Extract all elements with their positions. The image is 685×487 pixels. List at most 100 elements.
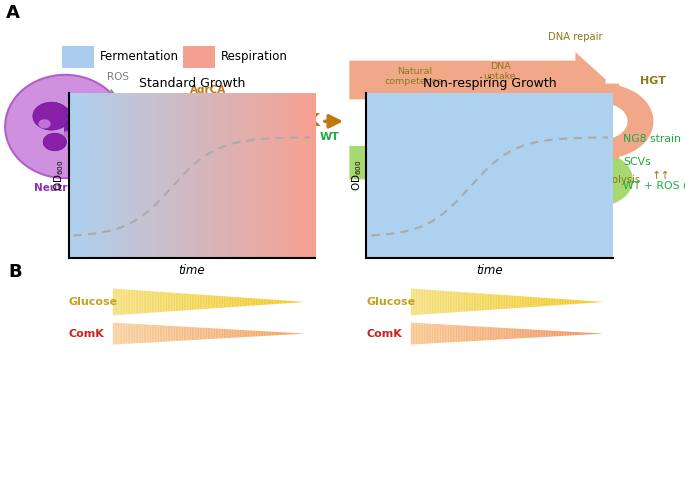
- Polygon shape: [177, 293, 179, 311]
- Polygon shape: [512, 296, 514, 308]
- Polygon shape: [412, 323, 414, 344]
- Polygon shape: [158, 292, 160, 312]
- Polygon shape: [479, 293, 482, 311]
- Polygon shape: [221, 296, 222, 308]
- Polygon shape: [467, 326, 469, 341]
- Polygon shape: [184, 294, 185, 310]
- Polygon shape: [228, 297, 230, 307]
- Polygon shape: [482, 327, 483, 340]
- Polygon shape: [557, 299, 558, 305]
- Polygon shape: [568, 300, 569, 304]
- Text: Glucose
uptake: Glucose uptake: [481, 160, 519, 179]
- Polygon shape: [436, 290, 438, 314]
- Polygon shape: [124, 323, 126, 344]
- Polygon shape: [206, 328, 208, 339]
- Polygon shape: [230, 329, 232, 338]
- Text: ↑↑: ↑↑: [652, 170, 671, 181]
- Polygon shape: [256, 299, 257, 305]
- Polygon shape: [269, 300, 270, 304]
- Polygon shape: [526, 329, 528, 338]
- Polygon shape: [446, 325, 448, 342]
- Polygon shape: [597, 153, 633, 206]
- Polygon shape: [166, 292, 167, 312]
- Polygon shape: [496, 295, 497, 309]
- Polygon shape: [550, 331, 552, 337]
- Polygon shape: [185, 294, 186, 310]
- Text: Natural
competence: Natural competence: [385, 67, 444, 86]
- Polygon shape: [504, 295, 506, 309]
- Polygon shape: [441, 324, 443, 343]
- Polygon shape: [479, 327, 482, 340]
- Polygon shape: [486, 327, 488, 340]
- Text: WT + ROS (H₂O₂): WT + ROS (H₂O₂): [623, 180, 685, 190]
- Text: SCVs: SCVs: [623, 157, 651, 167]
- Polygon shape: [158, 325, 160, 342]
- Polygon shape: [582, 333, 584, 335]
- Polygon shape: [563, 299, 564, 305]
- Polygon shape: [543, 298, 544, 306]
- Polygon shape: [147, 291, 148, 313]
- Polygon shape: [581, 332, 582, 335]
- Polygon shape: [584, 300, 586, 303]
- Polygon shape: [119, 323, 121, 344]
- Polygon shape: [454, 325, 456, 342]
- Polygon shape: [147, 324, 148, 343]
- Polygon shape: [560, 331, 562, 336]
- Polygon shape: [289, 333, 291, 335]
- Text: DNA
uptake: DNA uptake: [484, 61, 516, 81]
- Polygon shape: [299, 301, 301, 302]
- Polygon shape: [550, 298, 552, 306]
- Polygon shape: [127, 290, 129, 314]
- Polygon shape: [599, 301, 600, 302]
- Polygon shape: [566, 332, 568, 336]
- Polygon shape: [422, 289, 424, 315]
- Polygon shape: [494, 294, 496, 310]
- Polygon shape: [247, 298, 249, 306]
- Ellipse shape: [5, 75, 125, 178]
- Polygon shape: [208, 328, 209, 339]
- Polygon shape: [539, 298, 540, 306]
- Polygon shape: [540, 330, 543, 337]
- Polygon shape: [150, 291, 151, 313]
- Polygon shape: [233, 330, 235, 337]
- FancyArrow shape: [582, 186, 611, 212]
- Polygon shape: [259, 299, 260, 305]
- Polygon shape: [129, 290, 131, 314]
- Polygon shape: [590, 333, 592, 334]
- Polygon shape: [462, 325, 464, 342]
- Polygon shape: [219, 296, 221, 308]
- Polygon shape: [270, 300, 271, 304]
- Polygon shape: [579, 300, 581, 303]
- Polygon shape: [417, 323, 419, 344]
- Polygon shape: [279, 332, 281, 335]
- Polygon shape: [262, 299, 264, 305]
- Polygon shape: [161, 325, 162, 342]
- Text: NG8 strain: NG8 strain: [623, 134, 681, 144]
- Polygon shape: [460, 325, 462, 342]
- Polygon shape: [206, 295, 208, 309]
- Text: SaeRS: SaeRS: [190, 99, 227, 109]
- Circle shape: [64, 118, 93, 140]
- Polygon shape: [484, 294, 486, 310]
- Polygon shape: [523, 329, 525, 338]
- Polygon shape: [241, 298, 242, 306]
- Polygon shape: [252, 331, 254, 337]
- Polygon shape: [430, 290, 432, 314]
- Polygon shape: [174, 326, 175, 341]
- Polygon shape: [162, 292, 164, 312]
- Polygon shape: [411, 288, 412, 316]
- Polygon shape: [552, 331, 553, 337]
- Polygon shape: [416, 323, 417, 344]
- Polygon shape: [241, 330, 242, 337]
- Polygon shape: [175, 326, 177, 341]
- Polygon shape: [525, 329, 526, 338]
- Circle shape: [77, 113, 88, 122]
- Polygon shape: [204, 328, 206, 339]
- Polygon shape: [276, 332, 278, 335]
- Polygon shape: [526, 297, 528, 307]
- Polygon shape: [449, 325, 451, 342]
- Polygon shape: [155, 291, 156, 313]
- Polygon shape: [488, 294, 489, 310]
- Text: DNA repair: DNA repair: [548, 32, 603, 42]
- Polygon shape: [516, 329, 519, 338]
